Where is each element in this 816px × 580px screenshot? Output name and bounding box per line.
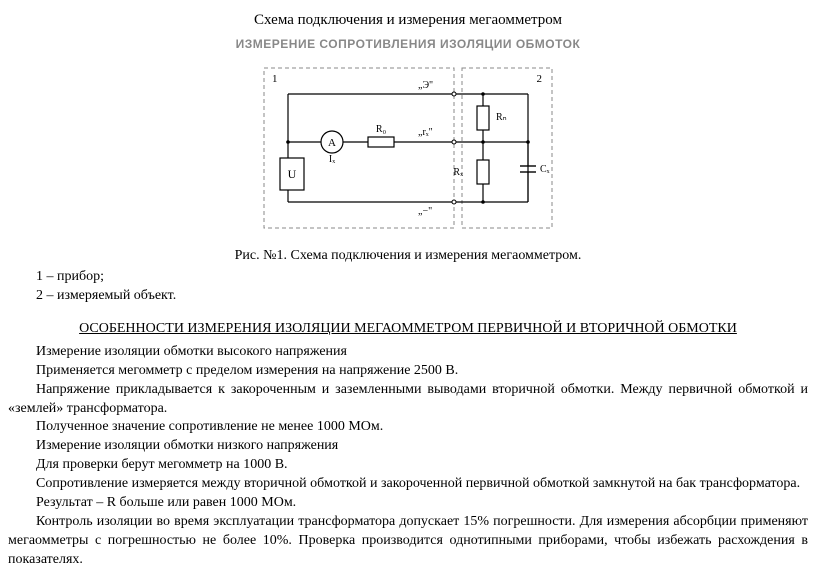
r0-label: R₀ xyxy=(376,124,387,135)
paragraph: Сопротивление измеряется между вторичной… xyxy=(8,475,808,494)
box1-label: 1 xyxy=(272,73,278,85)
cx-label: Cₓ xyxy=(540,164,550,175)
paragraph: Напряжение прикладывается к закороченным… xyxy=(8,381,808,419)
ix-label: Iₓ xyxy=(329,154,335,165)
paragraph: Контроль изоляции во время эксплуатации … xyxy=(8,513,808,570)
paragraph: Измерение изоляции обмотки низкого напря… xyxy=(8,437,808,456)
top-e-label: „Э" xyxy=(418,80,433,91)
rn-label: Rₙ xyxy=(496,112,507,123)
figure-caption: Рис. №1. Схема подключения и измерения м… xyxy=(8,247,808,266)
u-label: U xyxy=(288,167,297,181)
paragraph: Измерение изоляции обмотки высокого напр… xyxy=(8,343,808,362)
rx-label: „rₓ" xyxy=(418,127,433,138)
main-title: Схема подключения и измерения мегаомметр… xyxy=(8,10,808,30)
rx2-label: Rₓ xyxy=(453,167,463,178)
paragraph: Полученное значение сопротивление не мен… xyxy=(8,418,808,437)
paragraph: Результат – R больше или равен 1000 МОм. xyxy=(8,494,808,513)
paragraph: Применяется мегомметр с пределом измерен… xyxy=(8,362,808,381)
a-label: A xyxy=(328,137,336,149)
diagram-container: 1 2 U A Iₓ R₀ „rₓ" „Э" „−" xyxy=(8,62,808,241)
legend-1: 1 – прибор; xyxy=(8,268,808,287)
circuit-diagram: 1 2 U A Iₓ R₀ „rₓ" „Э" „−" xyxy=(258,62,558,234)
paragraph: Для проверки берут мегомметр на 1000 В. xyxy=(8,456,808,475)
minus-label: „−" xyxy=(418,206,432,217)
sub-title: ИЗМЕРЕНИЕ СОПРОТИВЛЕНИЯ ИЗОЛЯЦИИ ОБМОТОК xyxy=(8,36,808,52)
legend-2: 2 – измеряемый объект. xyxy=(8,287,808,306)
box2-label: 2 xyxy=(537,73,543,85)
section-heading: ОСОБЕННОСТИ ИЗМЕРЕНИЯ ИЗОЛЯЦИИ МЕГАОММЕТ… xyxy=(8,320,808,339)
